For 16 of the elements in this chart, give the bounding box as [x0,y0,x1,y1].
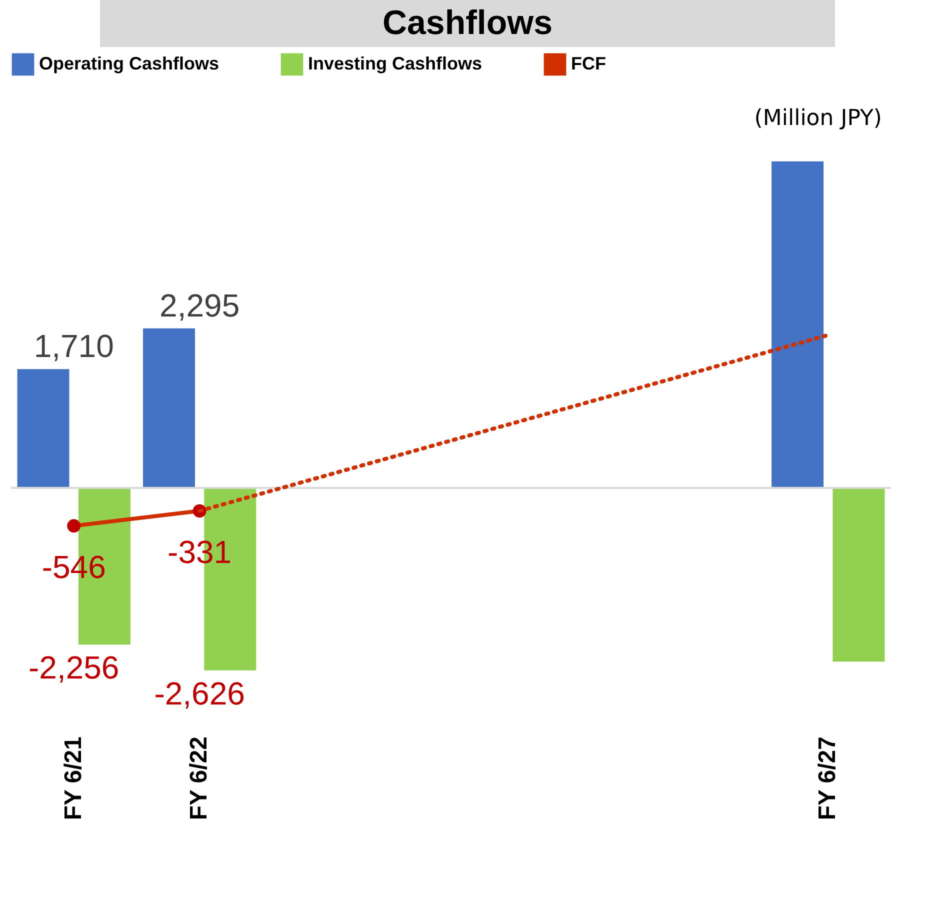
bar [832,488,885,662]
x-tick-label: FY 6/21 [60,736,87,820]
data-label: -2,626 [154,675,245,712]
chart-title: Cashflows [100,0,835,47]
text: (Million JPY) [754,106,883,131]
legend-label: Operating Cashflows [39,53,220,74]
data-label: 2,295 [160,287,240,324]
data-label: -2,256 [28,650,120,686]
x-tick-label: FY 6/27 [814,736,842,820]
legend-label: FCF [571,53,606,74]
bar [143,328,195,488]
legend-label: Investing Cashflows [308,53,482,74]
x-tick-label: FY 6/22 [186,736,213,820]
bar [17,369,70,488]
bar [772,161,824,488]
data-label: 1,710 [34,328,114,364]
